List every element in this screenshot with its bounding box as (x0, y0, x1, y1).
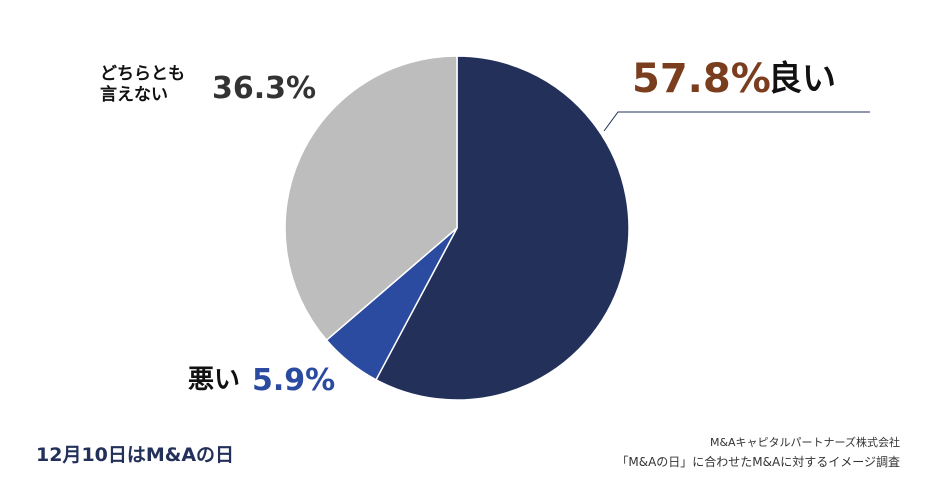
value-label: 57.8% (632, 56, 771, 102)
leader-line (603, 111, 870, 132)
category-label: どちらとも 言えない (100, 64, 185, 106)
category-label: 悪い (188, 365, 241, 395)
pie-slice (375, 55, 630, 401)
category-label: 良い (768, 59, 836, 99)
value-label: 5.9% (252, 363, 336, 398)
company: M&Aキャピタルパートナーズ株式会社 (709, 436, 900, 449)
value-label: 36.3% (212, 71, 317, 106)
survey-title: 「M&Aの日」に合わせたM&Aに対するイメージ調査 (616, 455, 900, 469)
pie-slice (284, 55, 458, 342)
logo: 12月10日はM&Aの日 (36, 444, 235, 466)
